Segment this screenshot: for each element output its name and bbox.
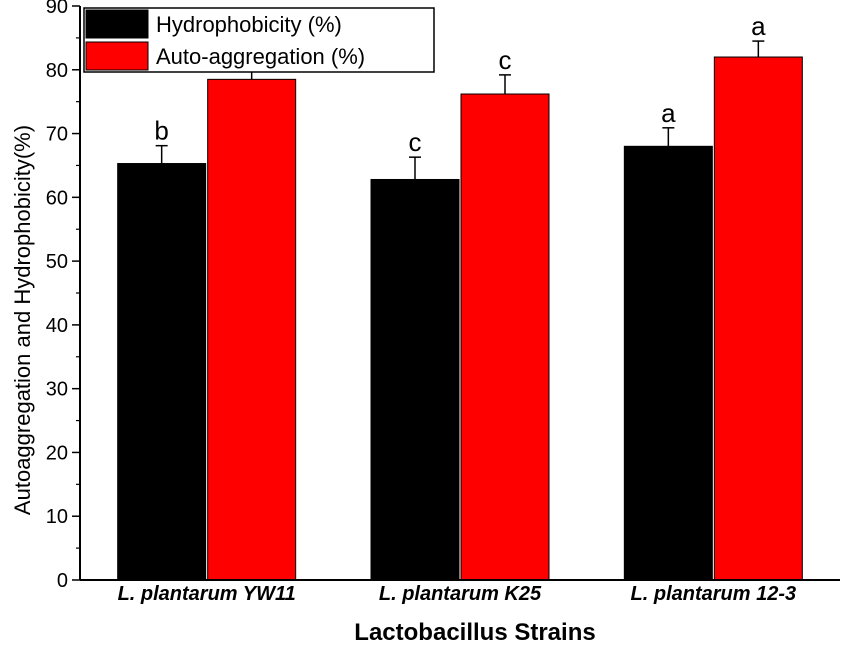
legend-label-hydrophobicity: Hydrophobicity (%) xyxy=(156,12,342,37)
y-tick-label-10: 10 xyxy=(46,506,68,528)
bar-hydrophobicity-1 xyxy=(370,178,460,581)
significance-label-1-2: a xyxy=(751,11,766,41)
x-tick-label-0: L. plantarum YW11 xyxy=(118,583,296,605)
y-tick-label-40: 40 xyxy=(46,315,68,337)
y-tick-label-30: 30 xyxy=(46,379,68,401)
significance-label-0-1: c xyxy=(409,127,422,157)
bar-hydrophobicity-0 xyxy=(117,163,207,581)
x-tick-label-1: L. plantarum K25 xyxy=(379,583,542,605)
y-tick-label-70: 70 xyxy=(46,124,68,146)
significance-label-1-1: c xyxy=(499,45,512,75)
plot-area: 0102030405060708090bbL. plantarum YW11cc… xyxy=(46,0,840,605)
bar-hydrophobicity-2 xyxy=(623,145,713,581)
significance-label-0-0: b xyxy=(154,116,168,146)
y-tick-label-20: 20 xyxy=(46,442,68,464)
y-tick-label-80: 80 xyxy=(46,60,68,82)
x-axis-title: Lactobacillus Strains xyxy=(354,619,595,646)
y-tick-label-90: 90 xyxy=(46,0,68,18)
significance-label-0-2: a xyxy=(661,98,676,128)
legend-swatch-auto-aggregation xyxy=(85,41,149,71)
y-axis-title: Autoaggregation and Hydrophobicity(%) xyxy=(10,125,35,515)
y-tick-label-50: 50 xyxy=(46,251,68,273)
legend-label-auto-aggregation: Auto-aggregation (%) xyxy=(156,44,365,69)
bar-auto-aggregation-1 xyxy=(460,93,550,581)
x-tick-label-2: L. plantarum 12-3 xyxy=(631,583,797,605)
legend: Hydrophobicity (%) Auto-aggregation (%) xyxy=(83,7,435,73)
y-tick-label-0: 0 xyxy=(57,570,68,592)
bar-auto-aggregation-2 xyxy=(713,56,803,581)
legend-swatch-hydrophobicity xyxy=(85,9,149,39)
y-tick-label-60: 60 xyxy=(46,187,68,209)
bar-auto-aggregation-0 xyxy=(207,78,297,581)
